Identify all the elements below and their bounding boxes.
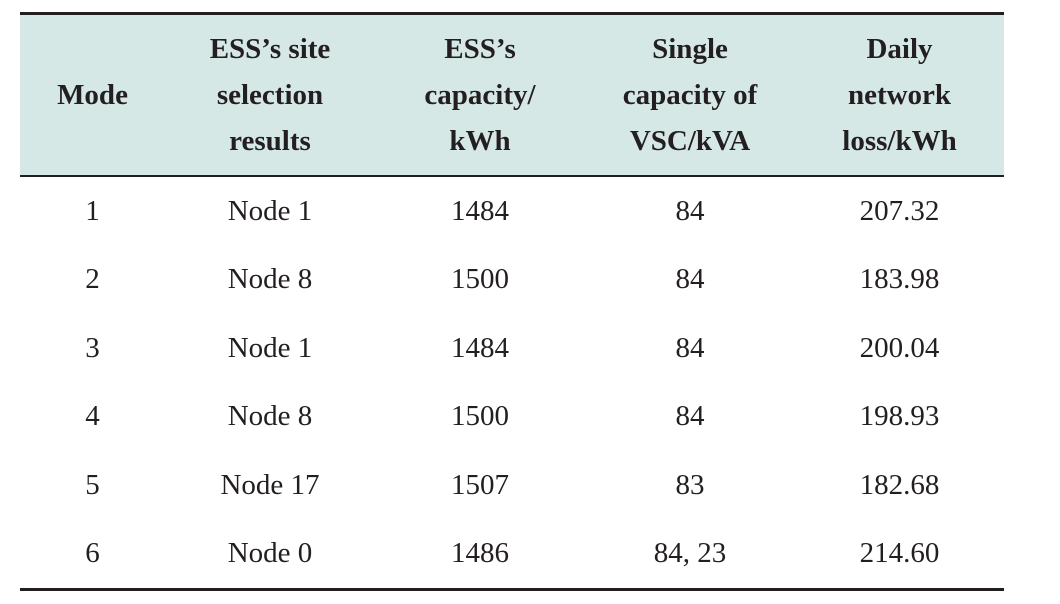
cell-site: Node 8	[227, 263, 313, 296]
table-body: 1 Node 1 1484 84 207.32 2 Node 8 1500 84…	[20, 176, 1004, 591]
cell-mode: 6	[20, 519, 165, 591]
cell-vsc: 84	[675, 194, 705, 227]
results-table-container: Mode ESS’s site selection results ESS’s …	[20, 12, 1004, 591]
cell-capacity: 1484	[451, 331, 509, 364]
table-header: Mode ESS’s site selection results ESS’s …	[20, 12, 1004, 177]
cell-mode: 4	[85, 400, 100, 433]
header-loss-line-1: Daily	[866, 33, 933, 65]
cell-loss: 198.93	[859, 400, 940, 433]
table-row: 6 Node 0 1486 84, 23 214.60	[20, 519, 1004, 591]
header-row: Mode ESS’s site selection results ESS’s …	[20, 12, 1004, 177]
cell-loss: 182.68	[859, 468, 940, 501]
cell-mode: 3	[85, 331, 100, 364]
cell-site: Node 1	[227, 194, 313, 227]
header-site-line-2: selection	[216, 79, 324, 111]
header-mode-line: Mode	[57, 79, 128, 111]
header-loss-line-2: network	[847, 79, 952, 111]
cell-loss: 200.04	[859, 331, 940, 364]
header-site-selection: ESS’s site selection results	[165, 12, 375, 177]
table-row: 4 Node 8 1500 84 198.93	[20, 383, 1004, 452]
header-vsc-line-1: Single	[652, 33, 728, 65]
cell-capacity: 1500	[451, 400, 509, 433]
cell-vsc: 84	[675, 331, 705, 364]
cell-loss: 183.98	[859, 263, 940, 296]
header-vsc-capacity: Single capacity of VSC/kVA	[585, 12, 795, 177]
table-row: 2 Node 8 1500 84 183.98	[20, 246, 1004, 315]
header-site-line-1: ESS’s site	[209, 33, 331, 65]
header-capacity-line-1: ESS’s	[444, 33, 516, 65]
header-capacity-line-2: capacity/	[424, 79, 536, 111]
table-row: 1 Node 1 1484 84 207.32	[20, 176, 1004, 246]
cell-capacity: 1486	[375, 519, 585, 591]
cell-loss: 214.60	[795, 519, 1004, 591]
header-vsc-line-3: VSC/kVA	[629, 125, 751, 157]
cell-mode: 2	[85, 263, 100, 296]
cell-capacity: 1507	[451, 468, 509, 501]
cell-vsc: 84, 23	[585, 519, 795, 591]
cell-capacity: 1484	[451, 194, 509, 227]
table-row: 5 Node 17 1507 83 182.68	[20, 451, 1004, 520]
header-mode: Mode	[20, 12, 165, 177]
cell-mode: 1	[85, 194, 100, 227]
cell-vsc: 83	[675, 468, 705, 501]
cell-mode: 5	[85, 468, 100, 501]
cell-loss: 207.32	[859, 194, 940, 227]
header-ess-capacity: ESS’s capacity/ kWh	[375, 12, 585, 177]
cell-capacity: 1500	[451, 263, 509, 296]
cell-site: Node 1	[227, 331, 313, 364]
header-site-line-3: results	[229, 125, 311, 157]
header-network-loss: Daily network loss/kWh	[795, 12, 1004, 177]
cell-site: Node 0	[165, 519, 375, 591]
header-vsc-line-2: capacity of	[622, 79, 758, 111]
cell-vsc: 84	[675, 263, 705, 296]
cell-site: Node 17	[220, 468, 320, 501]
header-capacity-line-3: kWh	[449, 125, 511, 157]
cell-site: Node 8	[227, 400, 313, 433]
table-row: 3 Node 1 1484 84 200.04	[20, 314, 1004, 383]
ess-results-table: Mode ESS’s site selection results ESS’s …	[20, 12, 1004, 591]
cell-vsc: 84	[675, 400, 705, 433]
header-loss-line-3: loss/kWh	[842, 125, 957, 157]
